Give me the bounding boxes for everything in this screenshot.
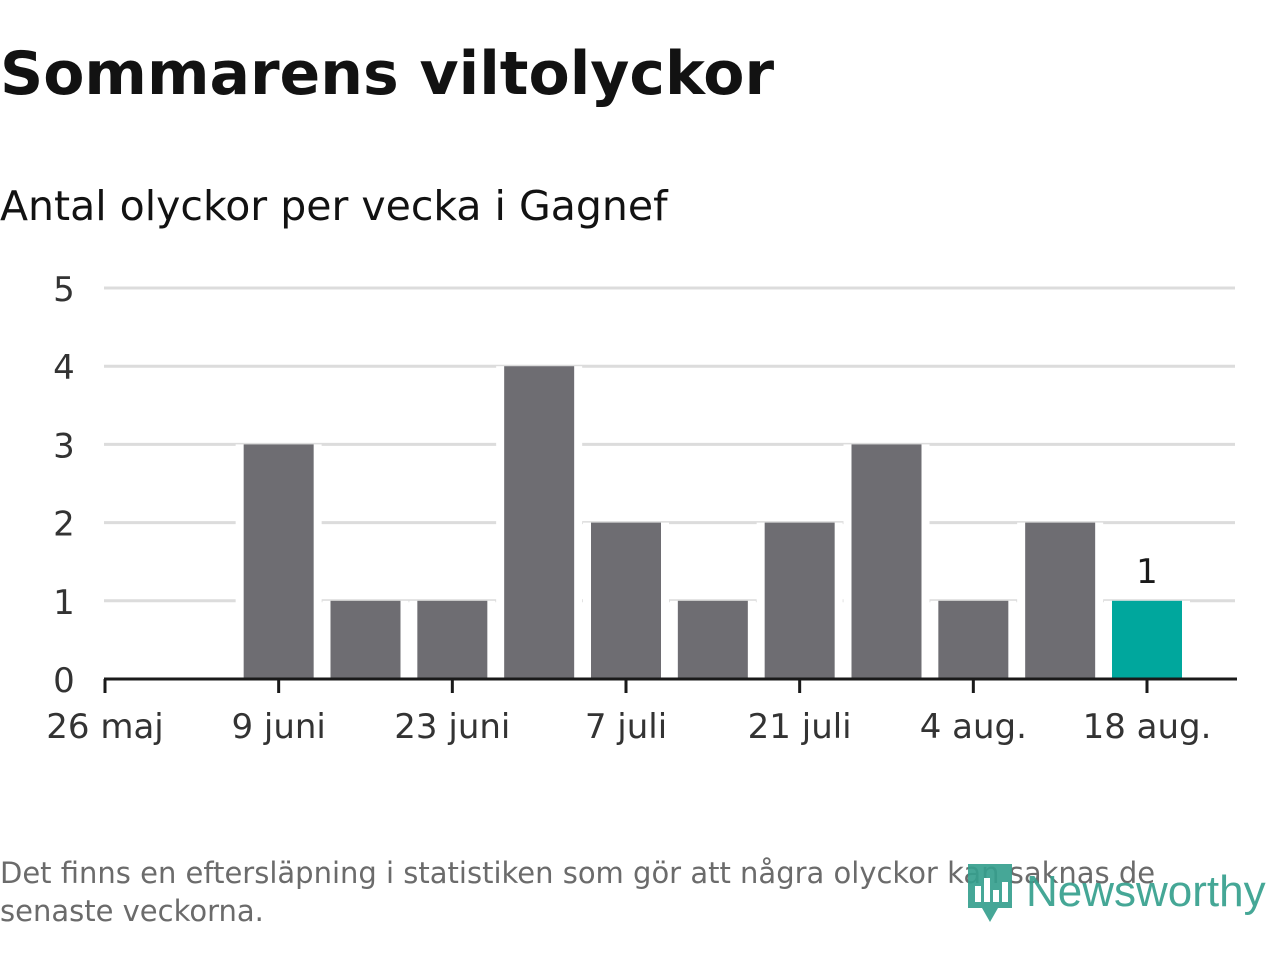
x-tick-label: 4 aug. [920,707,1027,747]
bar [591,522,661,679]
bar [677,600,748,679]
y-tick-label: 0 [53,661,75,701]
bar [417,600,488,679]
x-tick-label: 9 juni [231,707,325,747]
bar [243,444,314,679]
y-tick-label: 5 [53,270,75,310]
bar [330,600,401,679]
bar [938,600,1009,679]
bar [851,444,922,679]
bar [1112,600,1182,679]
y-tick-label: 2 [53,505,75,545]
bar-chart-pin-icon [968,864,1012,922]
y-tick-label: 4 [53,348,75,388]
chart-title: Sommarens viltolyckor [0,39,775,109]
x-tick-label: 23 juni [394,707,510,747]
x-tick-label: 21 juli [748,707,852,747]
data-label: 1 [1136,552,1158,592]
x-tick-label: 18 aug. [1083,707,1212,747]
chart-subtitle: Antal olyckor per vecka i Gagnef [0,182,668,230]
y-tick-label: 3 [53,426,75,466]
bar [1025,522,1096,679]
x-tick-label: 26 maj [46,707,163,747]
footnote: Det finns en eftersläpning i statistiken… [0,856,1156,928]
bar [504,366,575,679]
y-tick-label: 1 [53,583,75,623]
logo-text: Newsworthy [1026,867,1266,916]
newsworthy-logo: Newsworthy [964,856,1266,928]
bar [764,522,835,679]
x-tick-label: 7 juli [585,707,667,747]
